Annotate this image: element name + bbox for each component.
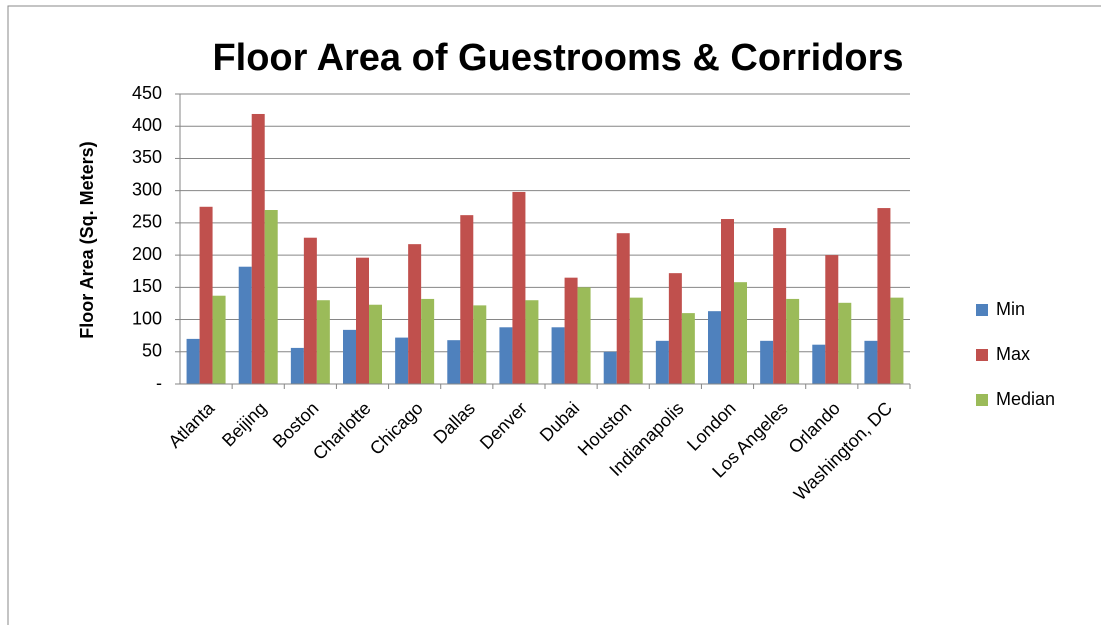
y-tick-label: 200 bbox=[132, 244, 162, 264]
bar bbox=[655, 340, 669, 384]
chart-title: Floor Area of Guestrooms & Corridors bbox=[212, 37, 903, 79]
bar bbox=[264, 210, 278, 384]
bar bbox=[708, 311, 721, 384]
bar bbox=[186, 338, 200, 384]
bar bbox=[238, 266, 252, 384]
bar bbox=[773, 228, 787, 384]
bar bbox=[343, 329, 356, 384]
bar bbox=[877, 208, 891, 384]
bar bbox=[473, 305, 487, 384]
bar bbox=[825, 255, 839, 384]
legend-swatch bbox=[976, 349, 988, 361]
bar bbox=[603, 351, 617, 384]
y-tick-label: 250 bbox=[132, 212, 162, 232]
bar bbox=[525, 300, 539, 384]
bar bbox=[316, 300, 330, 384]
bar bbox=[303, 237, 317, 384]
bar bbox=[251, 113, 265, 384]
bar bbox=[864, 340, 878, 384]
y-tick-label: - bbox=[156, 373, 162, 393]
y-tick-label: 450 bbox=[132, 83, 162, 103]
bar bbox=[460, 215, 474, 384]
bar bbox=[499, 327, 513, 384]
y-tick-label: 300 bbox=[132, 179, 162, 199]
y-tick-label: 100 bbox=[132, 308, 162, 328]
legend-label: Max bbox=[996, 344, 1030, 364]
bar bbox=[356, 257, 369, 384]
bar bbox=[564, 277, 578, 384]
bar bbox=[812, 344, 826, 384]
y-tick-label: 400 bbox=[132, 115, 162, 135]
bar bbox=[786, 298, 800, 384]
bar bbox=[668, 273, 682, 384]
bar bbox=[629, 297, 643, 384]
bar bbox=[734, 282, 747, 384]
y-tick-label: 50 bbox=[142, 341, 162, 361]
bar bbox=[681, 313, 695, 384]
legend-label: Median bbox=[996, 389, 1055, 409]
bar bbox=[616, 233, 630, 384]
bar bbox=[408, 244, 422, 384]
bar bbox=[212, 295, 226, 384]
bar bbox=[890, 297, 904, 384]
y-tick-label: 350 bbox=[132, 147, 162, 167]
bar bbox=[721, 219, 734, 384]
bar bbox=[551, 327, 565, 384]
bar bbox=[447, 340, 461, 384]
bar bbox=[838, 302, 852, 384]
bar bbox=[199, 206, 213, 384]
bar bbox=[577, 287, 591, 384]
bar bbox=[369, 304, 382, 384]
bar bbox=[512, 191, 526, 384]
y-axis-label: Floor Area (Sq. Meters) bbox=[77, 141, 97, 338]
legend-swatch bbox=[976, 394, 988, 406]
legend-label: Min bbox=[996, 299, 1025, 319]
bar bbox=[290, 347, 304, 384]
bar bbox=[395, 337, 409, 384]
chart-frame bbox=[7, 5, 1101, 625]
bar bbox=[421, 298, 435, 384]
legend-swatch bbox=[976, 304, 988, 316]
y-tick-label: 150 bbox=[132, 276, 162, 296]
bar bbox=[760, 340, 774, 384]
